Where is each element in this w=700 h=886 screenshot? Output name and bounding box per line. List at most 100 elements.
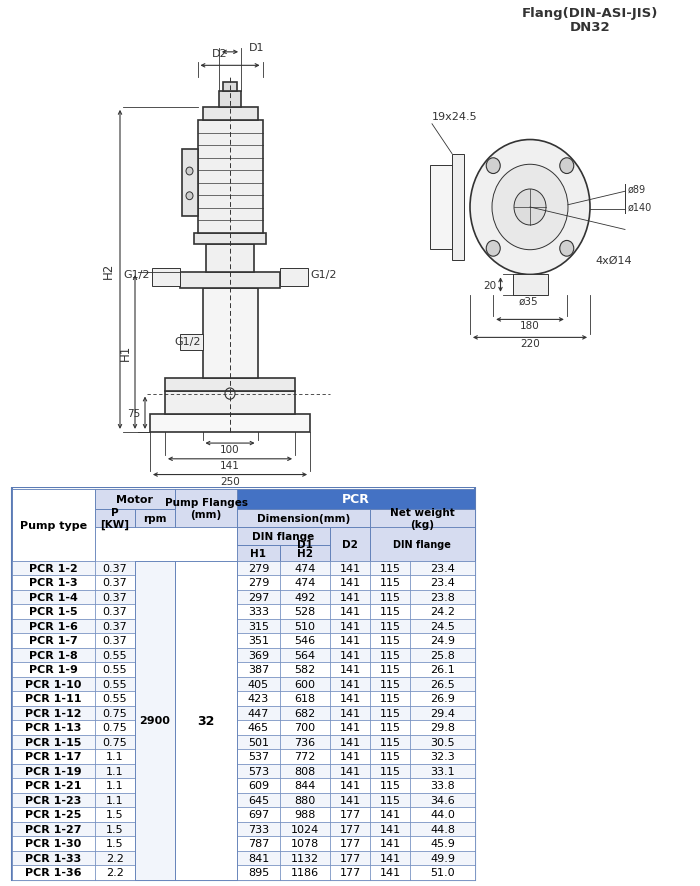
Bar <box>134 561 175 576</box>
Text: DIN flange: DIN flange <box>253 532 315 541</box>
Bar <box>370 793 410 807</box>
Bar <box>134 619 175 633</box>
Bar <box>410 677 475 691</box>
Bar <box>370 604 410 619</box>
Circle shape <box>514 190 546 226</box>
Text: 546: 546 <box>294 636 315 646</box>
Circle shape <box>560 241 574 257</box>
Bar <box>94 720 134 734</box>
Text: PCR: PCR <box>342 493 370 506</box>
Bar <box>370 821 410 836</box>
Text: 0.37: 0.37 <box>102 607 127 617</box>
Bar <box>12 734 95 750</box>
Bar <box>330 619 370 633</box>
Bar <box>410 663 475 677</box>
Bar <box>370 677 410 691</box>
Bar <box>12 590 95 604</box>
Text: Pump Flanges
(mm): Pump Flanges (mm) <box>164 498 248 519</box>
Bar <box>330 750 370 764</box>
Text: Motor: Motor <box>116 494 153 504</box>
Text: 29.4: 29.4 <box>430 708 455 718</box>
Text: PCR 1-2: PCR 1-2 <box>29 563 78 573</box>
Text: 33.1: 33.1 <box>430 766 455 776</box>
Text: 0.37: 0.37 <box>102 593 127 602</box>
Text: 645: 645 <box>248 795 269 804</box>
Text: 369: 369 <box>248 650 269 660</box>
Text: 528: 528 <box>294 607 316 617</box>
Bar <box>330 720 370 734</box>
Text: PCR 1-19: PCR 1-19 <box>25 766 82 776</box>
Text: 537: 537 <box>248 751 269 761</box>
Bar <box>237 576 279 590</box>
Circle shape <box>486 159 500 175</box>
Bar <box>175 677 237 691</box>
Text: 297: 297 <box>248 593 270 602</box>
Bar <box>134 793 175 807</box>
Text: 115: 115 <box>379 737 400 747</box>
Bar <box>202 108 258 121</box>
Bar <box>181 150 197 217</box>
Bar <box>237 706 279 720</box>
Bar <box>134 648 175 663</box>
Text: 844: 844 <box>294 781 316 790</box>
Bar <box>202 289 258 378</box>
Bar <box>197 121 262 234</box>
Bar <box>279 677 330 691</box>
Bar <box>237 528 322 545</box>
Text: 49.9: 49.9 <box>430 853 455 863</box>
Bar <box>175 720 237 734</box>
Text: 279: 279 <box>248 578 270 587</box>
Text: 141: 141 <box>340 664 360 674</box>
Bar <box>94 734 134 750</box>
Bar <box>237 807 279 821</box>
Bar <box>175 561 237 880</box>
Circle shape <box>486 241 500 257</box>
Bar <box>370 734 410 750</box>
Bar <box>279 720 330 734</box>
Text: 115: 115 <box>379 563 400 573</box>
Bar <box>237 663 279 677</box>
Text: 180: 180 <box>520 321 540 331</box>
Bar <box>370 576 410 590</box>
Bar <box>279 576 330 590</box>
Text: 351: 351 <box>248 636 269 646</box>
Bar <box>94 764 134 778</box>
Bar <box>94 851 134 865</box>
Text: 600: 600 <box>294 680 315 689</box>
Text: 115: 115 <box>379 578 400 587</box>
Text: 26.9: 26.9 <box>430 694 455 703</box>
Bar <box>279 604 330 619</box>
Text: 141: 141 <box>220 461 240 470</box>
Text: 1078: 1078 <box>290 838 319 849</box>
Bar <box>152 268 180 286</box>
Text: 387: 387 <box>248 664 269 674</box>
Text: 1.1: 1.1 <box>106 781 123 790</box>
Bar <box>512 276 547 295</box>
Text: 75: 75 <box>127 408 140 418</box>
Text: 733: 733 <box>248 824 269 834</box>
Bar <box>175 807 237 821</box>
Text: 30.5: 30.5 <box>430 737 455 747</box>
Bar <box>134 663 175 677</box>
Bar <box>237 793 279 807</box>
Bar <box>370 851 410 865</box>
Text: 582: 582 <box>294 664 316 674</box>
Bar <box>175 619 237 633</box>
Text: 26.1: 26.1 <box>430 664 455 674</box>
Text: PCR 1-8: PCR 1-8 <box>29 650 78 660</box>
Text: 141: 141 <box>340 781 360 790</box>
Bar <box>175 821 237 836</box>
Text: 2.2: 2.2 <box>106 867 124 877</box>
Text: PCR 1-4: PCR 1-4 <box>29 593 78 602</box>
Bar <box>175 489 237 528</box>
Text: PCR 1-30: PCR 1-30 <box>25 838 81 849</box>
Text: 736: 736 <box>294 737 315 747</box>
Text: 315: 315 <box>248 621 269 631</box>
Bar <box>279 706 330 720</box>
Bar <box>12 750 95 764</box>
Bar <box>330 604 370 619</box>
Bar <box>410 576 475 590</box>
Bar <box>175 764 237 778</box>
Text: 141: 141 <box>340 751 360 761</box>
Text: D2: D2 <box>212 50 228 59</box>
